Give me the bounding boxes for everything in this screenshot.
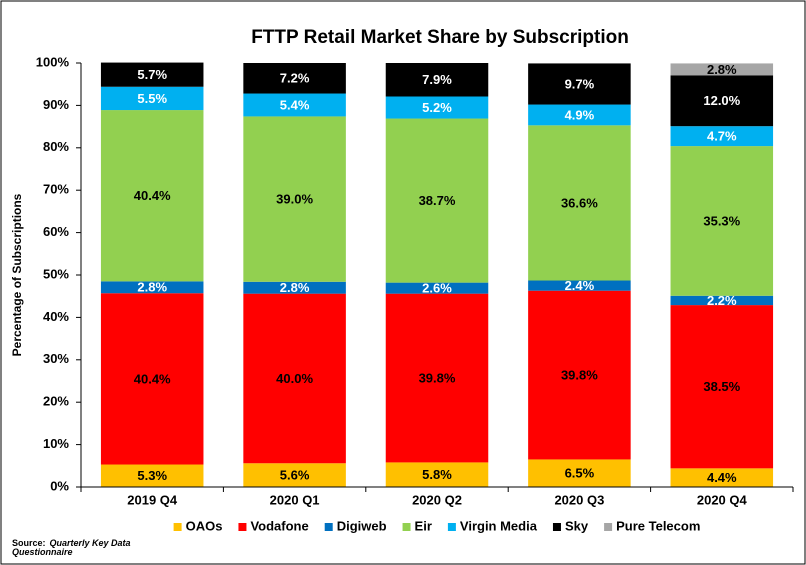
legend-label: Digiweb [337,518,387,533]
value-label: 5.3% [137,468,167,483]
legend-label: OAOs [186,518,223,533]
y-tick-label: 100% [36,54,70,69]
value-label: 35.3% [703,213,740,228]
x-tick-label: 2020 Q1 [270,492,320,507]
value-label: 39.8% [419,370,456,385]
bar-segment [670,305,774,469]
source-text: Quarterly Key Data Questionnaire [12,538,131,557]
y-tick-label: 60% [43,224,69,239]
bar-segment [528,125,631,281]
bar-segment [100,281,204,294]
value-label: 2.8% [707,62,737,77]
bar-segment [100,86,204,111]
value-label: 2.2% [707,293,737,308]
bar-segment [385,63,489,97]
x-tick-label: 2020 Q3 [554,492,604,507]
source-label: Source: [12,538,46,548]
value-label: 39.0% [276,192,313,207]
bar-segment [528,63,631,105]
y-tick-label: 70% [43,182,69,197]
value-label: 36.6% [561,195,598,210]
bar-segment [100,110,204,282]
bar-segment [528,290,631,460]
bar-segment [243,463,346,487]
legend-swatch [402,523,411,531]
value-label: 5.2% [422,100,452,115]
chart-title: FTTP Retail Market Share by Subscription [251,27,629,48]
value-label: 5.5% [137,91,167,106]
y-tick-label: 20% [43,394,69,409]
value-label: 38.5% [703,379,740,394]
bar-segment [385,118,489,283]
value-label: 4.9% [565,107,595,122]
y-tick-label: 90% [43,97,69,112]
bar-segment [385,282,489,294]
bar-segment [100,293,204,465]
bar-segment [243,63,346,94]
y-tick-label: 80% [43,139,69,154]
legend-label: Vodafone [250,518,308,533]
legend-label: Eir [415,518,432,533]
value-label: 2.6% [422,281,452,296]
bar-segment [385,462,489,487]
x-tick-label: 2019 Q4 [127,492,178,507]
bar-segment [385,96,489,119]
value-label: 6.5% [565,466,595,481]
bar-segment [528,459,631,487]
bar-segment [243,116,346,282]
legend-label: Virgin Media [460,518,538,533]
value-label: 5.4% [280,97,310,112]
legend-label: Sky [565,518,589,533]
legend-swatch [324,523,333,531]
y-tick-label: 30% [43,351,69,366]
value-label: 40.4% [134,188,171,203]
bar-segment [670,468,774,487]
bar-segment [100,464,204,487]
value-label: 5.7% [137,67,167,82]
bar-segment [243,293,346,464]
y-tick-label: 10% [43,436,69,451]
bar-segment [100,62,204,87]
legend-swatch [238,523,247,531]
x-tick-label: 2020 Q4 [697,492,748,507]
value-label: 38.7% [419,193,456,208]
x-tick-label: 2020 Q2 [412,492,462,507]
value-label: 40.4% [134,371,171,386]
value-label: 7.2% [280,71,310,86]
legend-swatch [604,523,613,531]
y-tick-label: 50% [43,266,69,281]
value-label: 2.8% [280,280,310,295]
value-label: 12.0% [703,93,740,108]
bar-segment [528,280,631,291]
value-label: 7.9% [422,72,452,87]
bar-segment [670,63,774,76]
value-label: 4.4% [707,470,737,485]
value-label: 4.7% [707,129,737,144]
value-label: 5.8% [422,467,452,482]
bar-segment [385,293,489,463]
bar-segment [670,295,774,306]
value-label: 39.8% [561,368,598,383]
bar-segment [243,281,346,294]
value-label: 2.4% [565,278,595,293]
bar-segment [528,104,631,126]
bar-segment [670,75,774,127]
legend-label: Pure Telecom [616,518,700,533]
legend-swatch [173,523,182,531]
legend-swatch [552,523,561,531]
value-label: 40.0% [276,371,313,386]
bar-segment [243,93,346,117]
value-label: 5.6% [280,468,310,483]
y-tick-label: 40% [43,309,69,324]
value-label: 9.7% [565,76,595,91]
y-axis-label: Percentage of Subscriptions [10,193,24,356]
legend-swatch [447,523,456,531]
y-tick-label: 0% [50,478,69,493]
value-label: 2.8% [137,280,167,295]
bar-segment [670,126,774,147]
source-note: Source: Quarterly Key Data Questionnaire [12,539,182,557]
bar-segment [670,146,774,296]
